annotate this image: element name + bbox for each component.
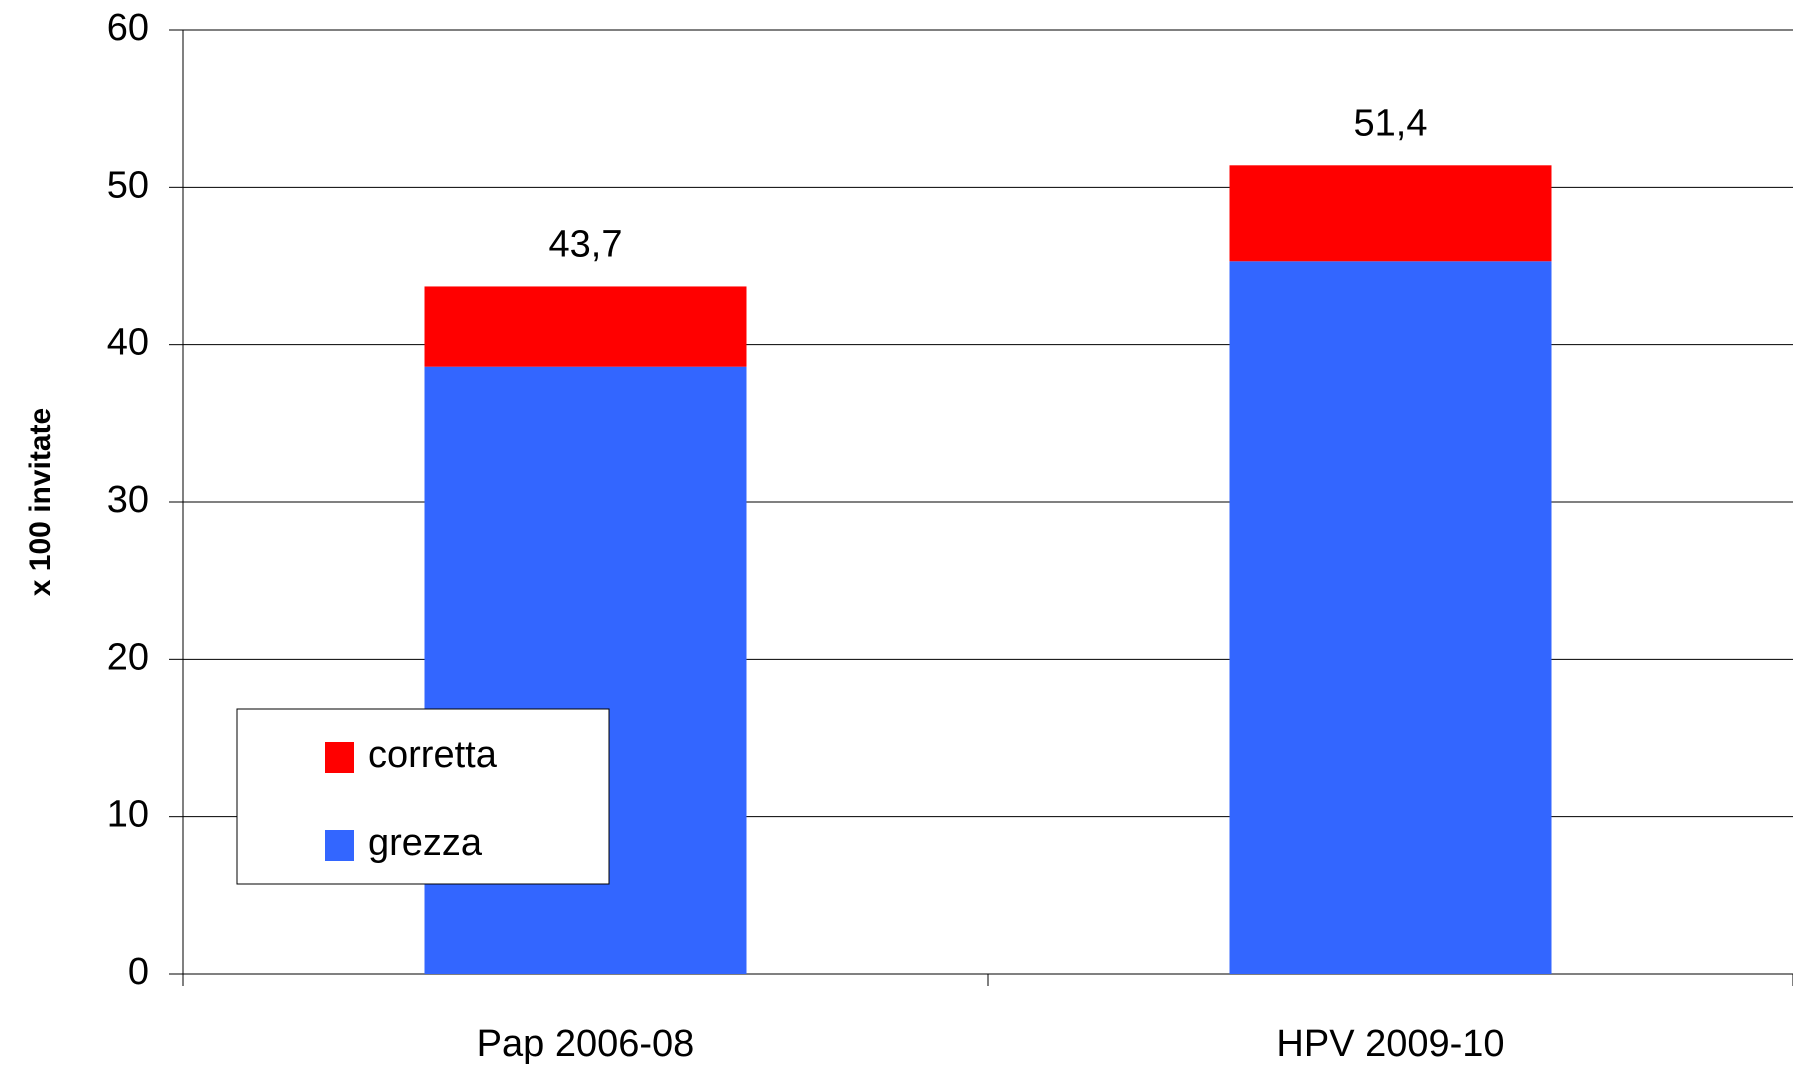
x-tick-label: HPV 2009-10 [1276, 1023, 1504, 1065]
total-label: 51,4 [1354, 102, 1428, 144]
y-tick-label: 10 [107, 794, 149, 836]
legend-swatch [325, 830, 354, 861]
bar-segment [1229, 165, 1552, 262]
legend-label: corretta [368, 734, 498, 776]
y-axis-title: x 100 invitate [24, 408, 57, 596]
x-tick-label: Pap 2006-08 [477, 1023, 695, 1065]
bar-segment [1229, 261, 1552, 974]
bar-segment [424, 286, 747, 367]
y-tick-label: 30 [107, 479, 149, 521]
y-tick-label: 0 [128, 951, 149, 993]
y-tick-label: 40 [107, 322, 149, 364]
y-tick-label: 20 [107, 636, 149, 678]
legend-swatch [325, 742, 354, 773]
y-tick-label: 60 [107, 7, 149, 49]
y-tick-label: 50 [107, 164, 149, 206]
legend-label: grezza [368, 822, 483, 864]
total-label: 43,7 [549, 223, 623, 265]
legend [236, 708, 610, 885]
